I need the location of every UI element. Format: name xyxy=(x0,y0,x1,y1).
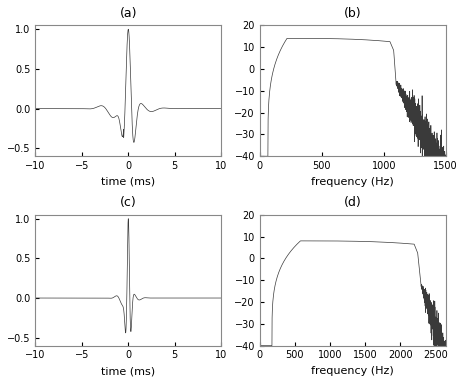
Title: (a): (a) xyxy=(120,7,137,20)
X-axis label: time (ms): time (ms) xyxy=(101,366,155,376)
X-axis label: frequency (Hz): frequency (Hz) xyxy=(312,366,394,376)
Title: (d): (d) xyxy=(344,196,362,210)
X-axis label: frequency (Hz): frequency (Hz) xyxy=(312,177,394,187)
X-axis label: time (ms): time (ms) xyxy=(101,177,155,187)
Title: (c): (c) xyxy=(120,196,137,210)
Title: (b): (b) xyxy=(344,7,362,20)
